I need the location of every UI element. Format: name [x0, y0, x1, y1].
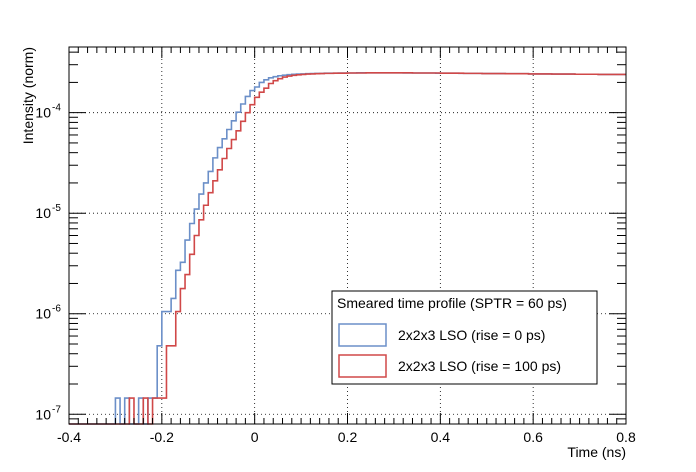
series-group	[69, 72, 626, 425]
y-tick-exponent: -5	[52, 203, 61, 214]
x-tick-label: 0.4	[431, 429, 451, 445]
legend-swatch-rise-0	[338, 323, 387, 347]
x-tick-label: -0.2	[150, 429, 174, 445]
y-tick-label: 10	[35, 306, 51, 322]
axis-ticks	[68, 47, 627, 425]
x-tick-label: -0.4	[57, 429, 81, 445]
legend-box	[331, 290, 598, 385]
y-axis-label: Intensity (norm)	[20, 47, 36, 144]
tick-labels: -0.4 -0.2 0 0.2 0.4 0.6 0.810-710-610-510-4	[35, 103, 636, 445]
x-tick-label: 0.6	[523, 429, 543, 445]
legend-title: Smeared time profile (SPTR = 60 ps)	[337, 295, 567, 311]
y-tick-exponent: -6	[52, 304, 61, 315]
x-tick-label: 0.8	[616, 429, 636, 445]
y-tick-label: 10	[35, 406, 51, 422]
legend-label-rise-100: 2x2x3 LSO (rise = 100 ps)	[398, 358, 561, 374]
y-tick-label: 10	[35, 105, 51, 121]
y-tick-label: 10	[35, 205, 51, 221]
series-line-rise-100	[69, 72, 626, 425]
legend-swatch-rise-100	[338, 354, 387, 378]
x-axis-label: Time (ns)	[567, 444, 626, 460]
legend-label-rise-0: 2x2x3 LSO (rise = 0 ps)	[398, 327, 545, 343]
x-tick-label: 0	[251, 429, 259, 445]
y-tick-exponent: -4	[52, 103, 61, 114]
x-tick-label: 0.2	[338, 429, 358, 445]
y-tick-exponent: -7	[52, 404, 61, 415]
legend: Smeared time profile (SPTR = 60 ps) 2x2x…	[331, 290, 598, 385]
